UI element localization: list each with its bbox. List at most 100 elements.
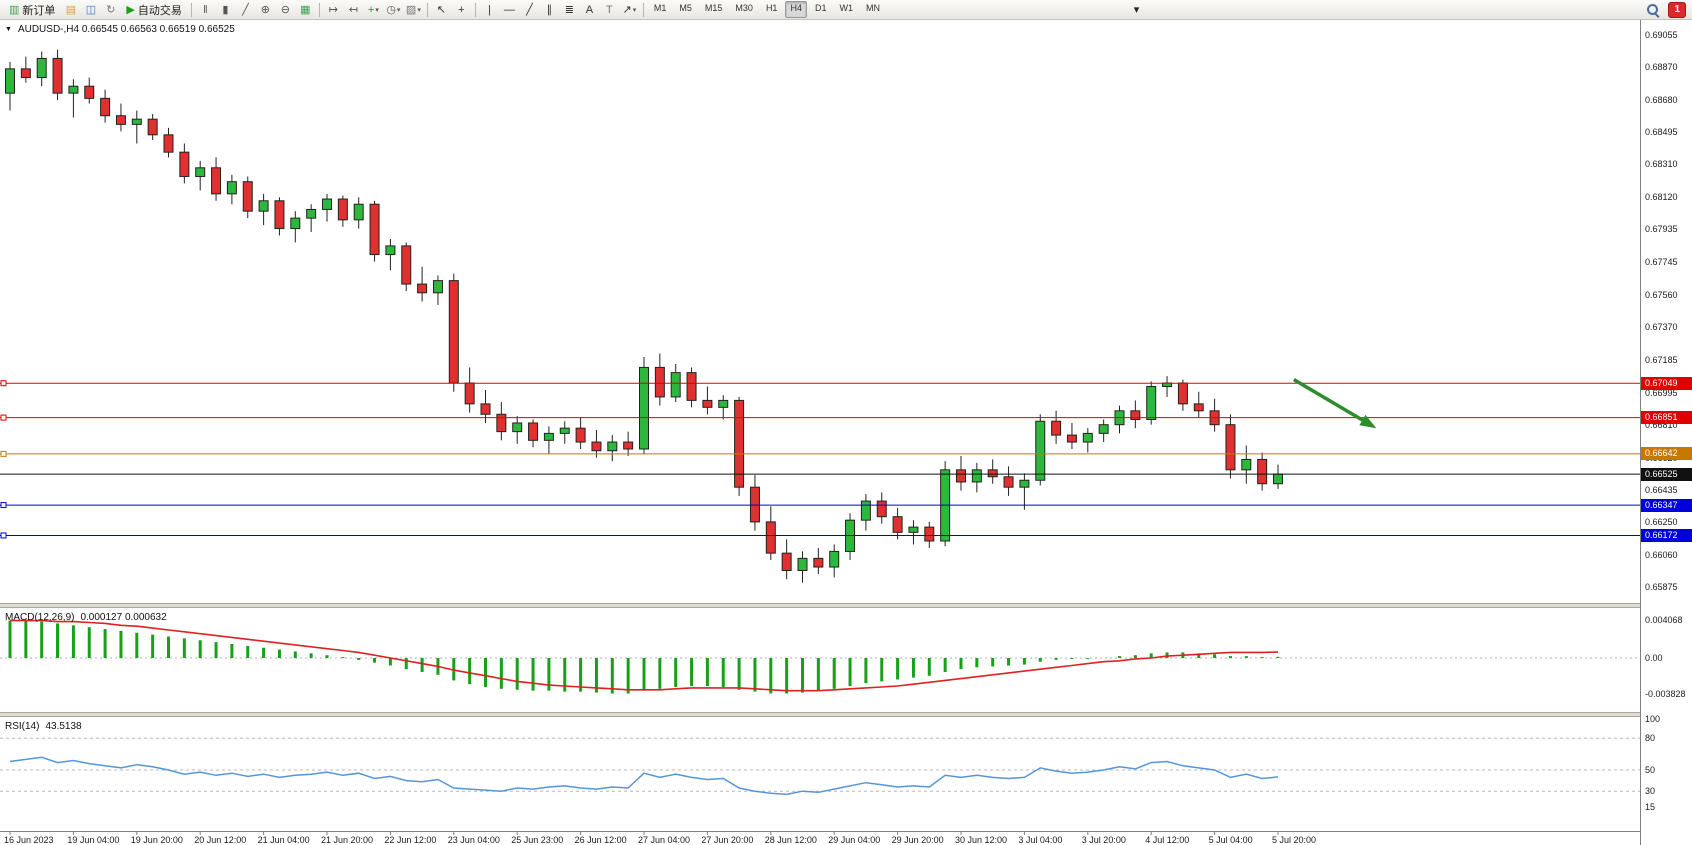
macd-canvas[interactable] bbox=[0, 608, 1640, 712]
bars-chart-mode-icon[interactable]: ‖ bbox=[196, 2, 215, 18]
time-tick-label: 27 Jun 20:00 bbox=[701, 835, 753, 845]
fibonacci-icon[interactable]: ≣ bbox=[560, 2, 579, 18]
main-chart-header: ▼ AUDUSD-,H4 0.66545 0.66563 0.66519 0.6… bbox=[5, 24, 235, 35]
timeframe-m15-button[interactable]: M15 bbox=[704, 3, 723, 13]
timeframe-h4-button[interactable]: H4 bbox=[785, 1, 807, 18]
hline-handle[interactable] bbox=[0, 414, 7, 421]
price-label-0.66172: 0.66172 bbox=[1641, 528, 1692, 542]
rsi-tick-label: 15 bbox=[1645, 802, 1656, 813]
pane-splitter[interactable] bbox=[0, 603, 1692, 608]
price-tick-label: 0.65875 bbox=[1645, 582, 1678, 592]
chart-title: AUDUSD-,H4 0.66545 0.66563 0.66519 0.665… bbox=[17, 24, 235, 35]
price-label-0.66347: 0.66347 bbox=[1641, 498, 1692, 512]
line-chart-mode-icon-glyph: ╱ bbox=[242, 4, 249, 16]
equidistant-channel-icon[interactable]: ∥ bbox=[540, 2, 559, 18]
toolbar-right-group: 1 bbox=[1645, 1, 1688, 18]
time-tick-label: 20 Jun 12:00 bbox=[194, 835, 246, 845]
cursor-icon[interactable]: ↖ bbox=[432, 2, 451, 18]
timeframe-w1-button[interactable]: W1 bbox=[839, 3, 853, 13]
market-watch-icon[interactable]: ◫ bbox=[81, 2, 100, 18]
price-tick-label: 0.67185 bbox=[1645, 354, 1678, 365]
crosshair-icon[interactable]: + bbox=[452, 2, 471, 18]
one-click-trading-toggle-icon[interactable]: ▼ bbox=[5, 26, 12, 33]
rsi-canvas[interactable] bbox=[0, 717, 1640, 831]
price-tick-label: 0.68680 bbox=[1645, 95, 1678, 106]
text-icon[interactable]: A bbox=[580, 2, 599, 18]
rsi-tick-label: 80 bbox=[1645, 733, 1656, 744]
macd-tick-label: 0.004068 bbox=[1645, 615, 1683, 625]
auto-trading-button[interactable]: ▶ 自动交易 bbox=[121, 2, 186, 18]
toolbar-separator bbox=[474, 2, 476, 17]
indicators-button[interactable]: + ▾ bbox=[364, 2, 383, 18]
time-axis[interactable]: 16 Jun 2023 19 Jun 04:00 19 Jun 20:00 20 Ju… bbox=[0, 831, 1692, 845]
rsi-value: 43.5138 bbox=[45, 721, 82, 732]
refresh-icon[interactable]: ↻ bbox=[101, 2, 120, 18]
price-tick-label: 0.66250 bbox=[1645, 516, 1678, 527]
timeframe-m5-button[interactable]: M5 bbox=[679, 3, 692, 13]
notifications-badge[interactable]: 1 bbox=[1668, 1, 1686, 18]
rsi-tick-label: 50 bbox=[1645, 765, 1656, 775]
toolbar-overflow-icon[interactable]: ▾ bbox=[1127, 2, 1146, 18]
trendline-icon-glyph: ╱ bbox=[526, 4, 533, 16]
toolbar-separator bbox=[190, 2, 192, 17]
equidistant-channel-icon-glyph: ∥ bbox=[546, 4, 553, 16]
text-label-icon-glyph: T bbox=[606, 3, 613, 16]
hline-handle[interactable] bbox=[0, 380, 7, 387]
price-tick-label: 0.68870 bbox=[1645, 62, 1678, 73]
templates-glyph: ▨ bbox=[405, 4, 417, 16]
indicators-glyph: + bbox=[367, 3, 375, 16]
text-label-icon[interactable]: T bbox=[600, 2, 619, 18]
hline-handle[interactable] bbox=[0, 450, 7, 457]
new-order-button[interactable]: ▥ 新订单 bbox=[4, 2, 60, 18]
arrows-button[interactable]: ↗ ▾ bbox=[620, 2, 639, 18]
chart-shift-icon[interactable]: ↤ bbox=[344, 2, 363, 18]
periods-button[interactable]: ◷ ▾ bbox=[384, 2, 403, 18]
hline-handle[interactable] bbox=[0, 502, 7, 509]
arrows-glyph: ↗ bbox=[622, 4, 632, 16]
hline-handle[interactable] bbox=[0, 532, 7, 539]
price-label-0.66525: 0.66525 bbox=[1641, 467, 1692, 481]
price-tick-label: 0.67745 bbox=[1645, 257, 1678, 268]
price-tick-label: 0.66060 bbox=[1645, 549, 1678, 560]
timeframe-m30-button[interactable]: M30 bbox=[735, 3, 753, 13]
candles-chart-mode-icon[interactable]: ▮ bbox=[216, 2, 235, 18]
price-label-0.66642: 0.66642 bbox=[1641, 447, 1692, 461]
auto-scroll-icon[interactable]: ↦ bbox=[324, 2, 343, 18]
trendline-icon[interactable]: ╱ bbox=[520, 2, 539, 18]
vertical-line-icon[interactable]: | bbox=[480, 2, 499, 18]
auto-scroll-icon-glyph: ↦ bbox=[328, 4, 338, 16]
zoom-out-icon[interactable]: ⊖ bbox=[276, 2, 295, 18]
chart-profiles-icon[interactable]: ▤ bbox=[61, 2, 80, 18]
timeframe-m1-button[interactable]: M1 bbox=[653, 3, 667, 13]
horizontal-line-icon-glyph: — bbox=[503, 3, 515, 16]
search-icon[interactable] bbox=[1645, 2, 1660, 17]
time-tick-label: 19 Jun 04:00 bbox=[67, 835, 119, 845]
timeframe-d1-button[interactable]: D1 bbox=[814, 3, 827, 13]
timeframe-mn-button[interactable]: MN bbox=[865, 3, 880, 13]
toolbar-separator bbox=[426, 2, 428, 17]
time-tick-label: 21 Jun 20:00 bbox=[321, 835, 373, 845]
macd-histogram bbox=[8, 619, 1280, 694]
candles-chart-mode-icon-glyph: ▮ bbox=[222, 4, 229, 16]
main-chart-canvas[interactable] bbox=[0, 20, 1640, 603]
rsi-tick-label: 30 bbox=[1645, 786, 1656, 797]
horizontal-line-icon[interactable]: — bbox=[500, 2, 519, 18]
price-tick-label: 0.67560 bbox=[1645, 289, 1678, 300]
chevron-down-icon: ▾ bbox=[375, 6, 379, 14]
templates-button[interactable]: ▨ ▾ bbox=[404, 2, 423, 18]
line-chart-mode-icon[interactable]: ╱ bbox=[236, 2, 255, 18]
price-tick-label: 0.69055 bbox=[1645, 30, 1678, 40]
time-tick-label: 3 Jul 04:00 bbox=[1018, 835, 1062, 845]
price-axis[interactable]: 0.69055 0.68870 0.68680 0.68495 0.68310 0.681… bbox=[1640, 20, 1692, 845]
rsi-header: RSI(14) 43.5138 bbox=[5, 721, 82, 732]
pane-splitter[interactable] bbox=[0, 712, 1692, 717]
cursor-icon-glyph: ↖ bbox=[436, 4, 446, 16]
zoom-in-icon[interactable]: ⊕ bbox=[256, 2, 275, 18]
candles[interactable] bbox=[5, 49, 1283, 583]
timeframe-h1-button[interactable]: H1 bbox=[765, 3, 778, 13]
chevron-down-icon: ▾ bbox=[632, 6, 637, 14]
trend-arrow[interactable] bbox=[1292, 378, 1369, 425]
tile-windows-icon[interactable]: ▦ bbox=[296, 2, 315, 18]
price-tick-label: 0.68495 bbox=[1645, 127, 1678, 138]
